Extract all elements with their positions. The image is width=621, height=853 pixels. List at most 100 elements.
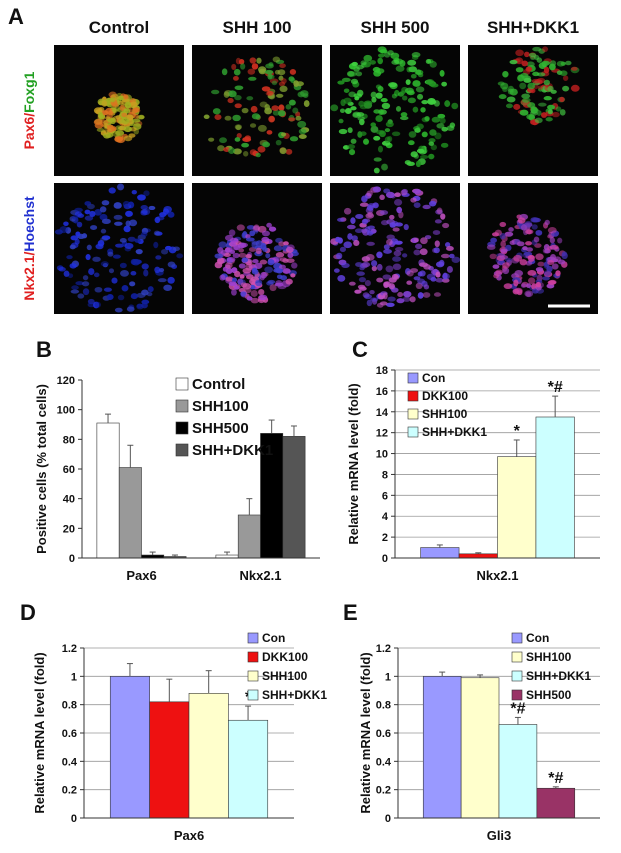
cell bbox=[167, 211, 175, 218]
cell bbox=[570, 66, 578, 71]
cell bbox=[427, 98, 436, 105]
cell bbox=[233, 68, 241, 76]
cell bbox=[264, 266, 274, 274]
cell bbox=[141, 302, 148, 309]
cell bbox=[355, 262, 363, 267]
cell bbox=[523, 251, 533, 257]
bar bbox=[498, 724, 538, 819]
y-tick-label: 60 bbox=[63, 464, 75, 476]
column-header: Control bbox=[89, 18, 149, 37]
cell bbox=[140, 231, 148, 237]
row-label: Pax6/Foxg1 bbox=[21, 71, 37, 149]
legend-swatch bbox=[511, 632, 523, 644]
cell bbox=[261, 86, 271, 92]
cell bbox=[111, 277, 118, 284]
cell bbox=[279, 85, 288, 93]
cell bbox=[543, 79, 550, 86]
cell bbox=[419, 262, 428, 268]
cell bbox=[376, 251, 383, 259]
cell bbox=[538, 102, 547, 107]
cell bbox=[527, 254, 535, 262]
cell bbox=[265, 253, 271, 259]
y-tick-label: 1 bbox=[385, 671, 391, 683]
legend-swatch bbox=[247, 689, 259, 701]
cell bbox=[258, 68, 267, 75]
x-tick-label: Nkx2.1 bbox=[240, 568, 282, 583]
cell bbox=[277, 285, 287, 290]
legend-label: SHH+DKK1 bbox=[526, 669, 591, 683]
significance-mark: *# bbox=[510, 700, 525, 717]
cell bbox=[382, 292, 388, 300]
cell bbox=[436, 123, 445, 129]
cell bbox=[360, 60, 367, 66]
cell bbox=[354, 289, 362, 294]
y-tick-label: 0.2 bbox=[62, 785, 77, 797]
cell bbox=[420, 107, 426, 113]
cell bbox=[344, 107, 352, 114]
cell bbox=[435, 271, 441, 278]
cell bbox=[347, 233, 353, 240]
cell bbox=[405, 79, 411, 86]
bar bbox=[458, 553, 498, 559]
column-header: SHH 500 bbox=[361, 18, 430, 37]
cell bbox=[555, 270, 561, 277]
cell bbox=[434, 219, 442, 224]
cell bbox=[233, 285, 240, 290]
cell bbox=[542, 276, 550, 281]
cell bbox=[388, 82, 397, 88]
cell bbox=[528, 277, 536, 285]
cell bbox=[570, 84, 580, 92]
cell bbox=[403, 290, 412, 298]
cell bbox=[433, 292, 442, 297]
cell bbox=[366, 241, 375, 246]
cell bbox=[366, 204, 374, 211]
cell bbox=[101, 218, 111, 225]
cell bbox=[268, 226, 277, 232]
cell bbox=[451, 256, 461, 263]
cell bbox=[225, 276, 234, 282]
cell bbox=[495, 269, 504, 275]
cell bbox=[375, 84, 382, 89]
cell bbox=[379, 210, 389, 215]
cell bbox=[559, 109, 566, 116]
cell bbox=[500, 248, 508, 253]
cell bbox=[531, 224, 538, 230]
cell bbox=[413, 126, 420, 131]
cell bbox=[525, 66, 533, 72]
cell bbox=[537, 85, 544, 90]
cell bbox=[493, 273, 500, 279]
cell bbox=[258, 294, 268, 301]
cell bbox=[413, 276, 421, 281]
cell bbox=[127, 236, 136, 242]
cell bbox=[431, 116, 441, 123]
y-tick-label: 4 bbox=[382, 511, 389, 523]
cell bbox=[526, 247, 534, 252]
cell bbox=[229, 237, 239, 243]
cell bbox=[74, 207, 83, 213]
cell bbox=[396, 298, 405, 304]
cell bbox=[426, 273, 436, 280]
cell bbox=[527, 269, 537, 276]
cell bbox=[148, 205, 156, 211]
cell bbox=[231, 63, 237, 71]
cell bbox=[401, 253, 408, 258]
panel-label: C bbox=[352, 337, 368, 362]
cell bbox=[58, 267, 66, 272]
cell bbox=[130, 270, 137, 276]
cell bbox=[71, 285, 79, 290]
cell bbox=[234, 103, 242, 109]
cell bbox=[106, 293, 114, 301]
y-tick-label: 120 bbox=[57, 375, 75, 387]
cell bbox=[93, 119, 103, 126]
cell bbox=[262, 247, 268, 252]
cell bbox=[412, 188, 422, 195]
legend-swatch bbox=[407, 390, 419, 402]
cell bbox=[506, 96, 516, 103]
row-label-part: / bbox=[21, 113, 37, 117]
y-tick-label: 12 bbox=[376, 428, 388, 440]
cell bbox=[214, 253, 224, 259]
cell bbox=[134, 238, 141, 243]
column-header: SHH 100 bbox=[223, 18, 292, 37]
y-tick-label: 8 bbox=[382, 469, 388, 481]
cell bbox=[272, 256, 282, 262]
